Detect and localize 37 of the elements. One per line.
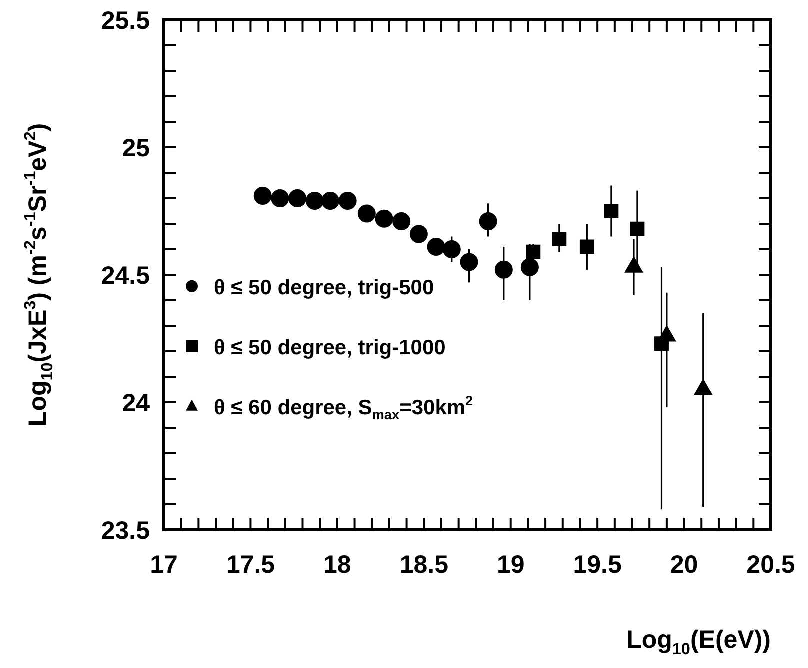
point	[375, 210, 394, 228]
point	[630, 222, 645, 236]
point	[306, 192, 324, 210]
point	[460, 253, 478, 272]
x-tick-label: 20.5	[746, 551, 796, 579]
point	[479, 212, 498, 230]
point	[580, 240, 594, 254]
point	[288, 190, 307, 208]
point	[427, 238, 446, 256]
point	[338, 192, 357, 210]
point	[494, 260, 513, 279]
point	[254, 186, 272, 205]
x-tick-label: 17.5	[226, 551, 276, 579]
legend-label: θ ≤ 50 degree, trig-1000	[214, 336, 446, 360]
x-tick-label: 18.5	[400, 551, 449, 579]
point	[552, 232, 567, 247]
x-tick-label: 17	[150, 551, 178, 579]
x-tick-label: 18	[324, 551, 352, 579]
point	[604, 204, 619, 218]
x-tick-label: 20	[670, 551, 698, 579]
y-tick-label: 25.5	[101, 7, 150, 35]
legend-label: θ ≤ 50 degree, trig-500	[214, 276, 434, 300]
point	[410, 225, 428, 244]
x-tick-label: 19	[496, 551, 525, 579]
y-tick-label: 24	[122, 390, 150, 418]
point	[442, 240, 461, 258]
point	[392, 212, 411, 230]
point	[358, 204, 376, 223]
text: Log10(JxE3) (m-2s-1Sr-1eV2)	[22, 123, 56, 427]
y-tick-label: 25	[122, 134, 150, 162]
point	[271, 190, 290, 208]
y-tick-label: 23.5	[101, 517, 150, 545]
point	[321, 192, 340, 210]
point	[654, 336, 669, 352]
y-tick-label: 24.5	[101, 262, 150, 290]
x-tick-label: 19.5	[573, 551, 622, 579]
point	[520, 258, 539, 276]
